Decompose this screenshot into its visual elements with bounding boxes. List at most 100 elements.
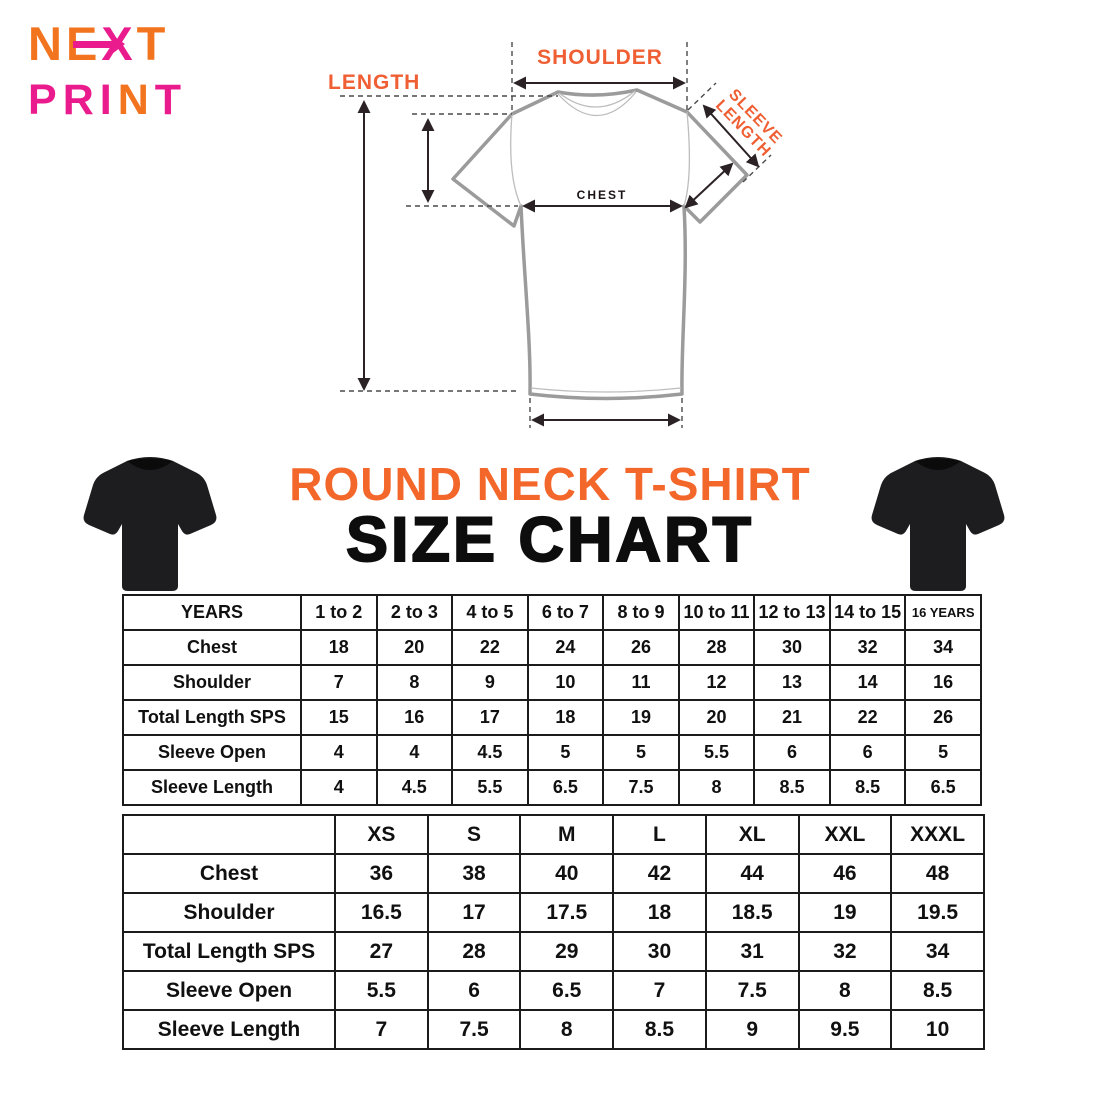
size-value-cell: 8.5 [890,970,985,1011]
row-label-cell: Total Length SPS [122,699,302,736]
size-value-cell: 20 [375,629,454,666]
table-row: Shoulder 7 8 9 10 11 12 13 14 16 [122,664,982,701]
column-header-cell: 10 to 11 [677,594,756,631]
size-value-cell: 27 [334,931,429,972]
size-value-cell: 8 [797,970,893,1011]
size-value-cell: 28 [677,629,756,666]
row-label-cell: Sleeve Length [122,769,302,806]
size-value-cell: 48 [890,853,985,894]
size-value-cell: 34 [890,931,985,972]
size-value-cell: 38 [426,853,522,894]
logo-letter: I [99,76,118,124]
column-header-cell: S [426,814,522,855]
size-value-cell: 8.5 [828,769,907,806]
column-header-cell: M [519,814,615,855]
size-value-cell: 14 [828,664,907,701]
size-value-cell: 4.5 [451,734,529,771]
column-header-cell: YEARS [122,594,302,631]
size-value-cell: 22 [451,629,529,666]
size-value-cell: 16.5 [334,892,429,933]
column-header-cell: XS [334,814,429,855]
size-value-cell: 12 [677,664,756,701]
column-header-cell: 14 to 15 [828,594,907,631]
size-value-cell: 4 [300,769,378,806]
size-value-cell: 15 [300,699,378,736]
size-value-cell: 4 [300,734,378,771]
row-label-cell: Sleeve Open [122,970,336,1011]
sleeve-bottom-dash [742,154,772,183]
size-value-cell: 34 [904,629,982,666]
table-row: Sleeve Length 7 7.5 8 8.5 9 9.5 10 [122,1009,985,1050]
size-value-cell: 7 [334,1009,429,1050]
next-print-logo: NEXT PRINT [28,20,187,122]
size-value-cell: 5.5 [451,769,529,806]
size-value-cell: 18.5 [704,892,800,933]
column-header-cell: 6 to 7 [526,594,605,631]
size-chart-title: SIZE CHART [345,505,754,576]
size-value-cell: 30 [612,931,707,972]
size-value-cell: 20 [677,699,756,736]
size-value-cell: 46 [797,853,893,894]
table-header-row: XS S M L XL XXL XXXL [122,814,985,855]
size-value-cell: 7 [612,970,707,1011]
size-value-cell: 18 [526,699,605,736]
size-value-cell: 7.5 [704,970,800,1011]
product-title: ROUND NECK T-SHIRT [289,458,811,510]
column-header-cell: XXXL [890,814,985,855]
size-value-cell: 18 [612,892,707,933]
size-value-cell: 4 [375,734,454,771]
size-value-cell: 29 [519,931,615,972]
chest-label: CHEST [577,188,628,202]
size-value-cell: 6 [753,734,831,771]
row-label-cell: Shoulder [122,664,302,701]
black-tshirt-image-left [83,457,217,591]
size-value-cell: 19 [797,892,893,933]
size-value-cell: 7.5 [426,1009,522,1050]
logo-letter: N [28,17,66,70]
size-value-cell: 7.5 [602,769,680,806]
column-header-cell [122,814,336,855]
size-value-cell: 6.5 [526,769,605,806]
size-value-cell: 7 [300,664,378,701]
size-value-cell: 6.5 [519,970,615,1011]
logo-word-next: NEXT [28,20,187,67]
row-label-cell: Sleeve Open [122,734,302,771]
size-value-cell: 6.5 [904,769,982,806]
shoulder-label: SHOULDER [537,46,663,69]
size-value-cell: 5 [602,734,680,771]
size-value-cell: 17.5 [519,892,615,933]
size-value-cell: 8.5 [753,769,831,806]
column-header-cell: 4 to 5 [451,594,529,631]
size-value-cell: 5 [904,734,982,771]
size-value-cell: 10 [526,664,605,701]
size-value-cell: 18 [300,629,378,666]
size-value-cell: 36 [334,853,429,894]
column-header-cell: 16 YEARS [904,594,982,631]
size-value-cell: 9.5 [797,1009,893,1050]
size-value-cell: 26 [904,699,982,736]
size-value-cell: 28 [426,931,522,972]
column-header-cell: 1 to 2 [300,594,378,631]
size-value-cell: 21 [753,699,831,736]
size-value-cell: 8.5 [612,1009,707,1050]
size-value-cell: 4.5 [375,769,454,806]
row-label-cell: Shoulder [122,892,336,933]
column-header-cell: 2 to 3 [375,594,454,631]
collar-inner-line [557,91,637,117]
size-value-cell: 5.5 [677,734,756,771]
table-row: Shoulder 16.5 17 17.5 18 18.5 19 19.5 [122,892,985,933]
sleeve-top-dash [687,82,717,111]
size-value-cell: 32 [828,629,907,666]
size-value-cell: 8 [519,1009,615,1050]
logo-word-print: PRINT [28,79,187,122]
size-value-cell: 5.5 [334,970,429,1011]
size-value-cell: 30 [753,629,831,666]
logo-arrow-icon [73,35,125,54]
tshirt-measurement-diagram: LENGTH SHOULDER CHEST SLEEVE LENGTH [328,42,785,428]
column-header-cell: 8 to 9 [602,594,680,631]
table-row: Chest 18 20 22 24 26 28 30 32 34 [122,629,982,666]
table-row: Chest 36 38 40 42 44 46 48 [122,853,985,894]
